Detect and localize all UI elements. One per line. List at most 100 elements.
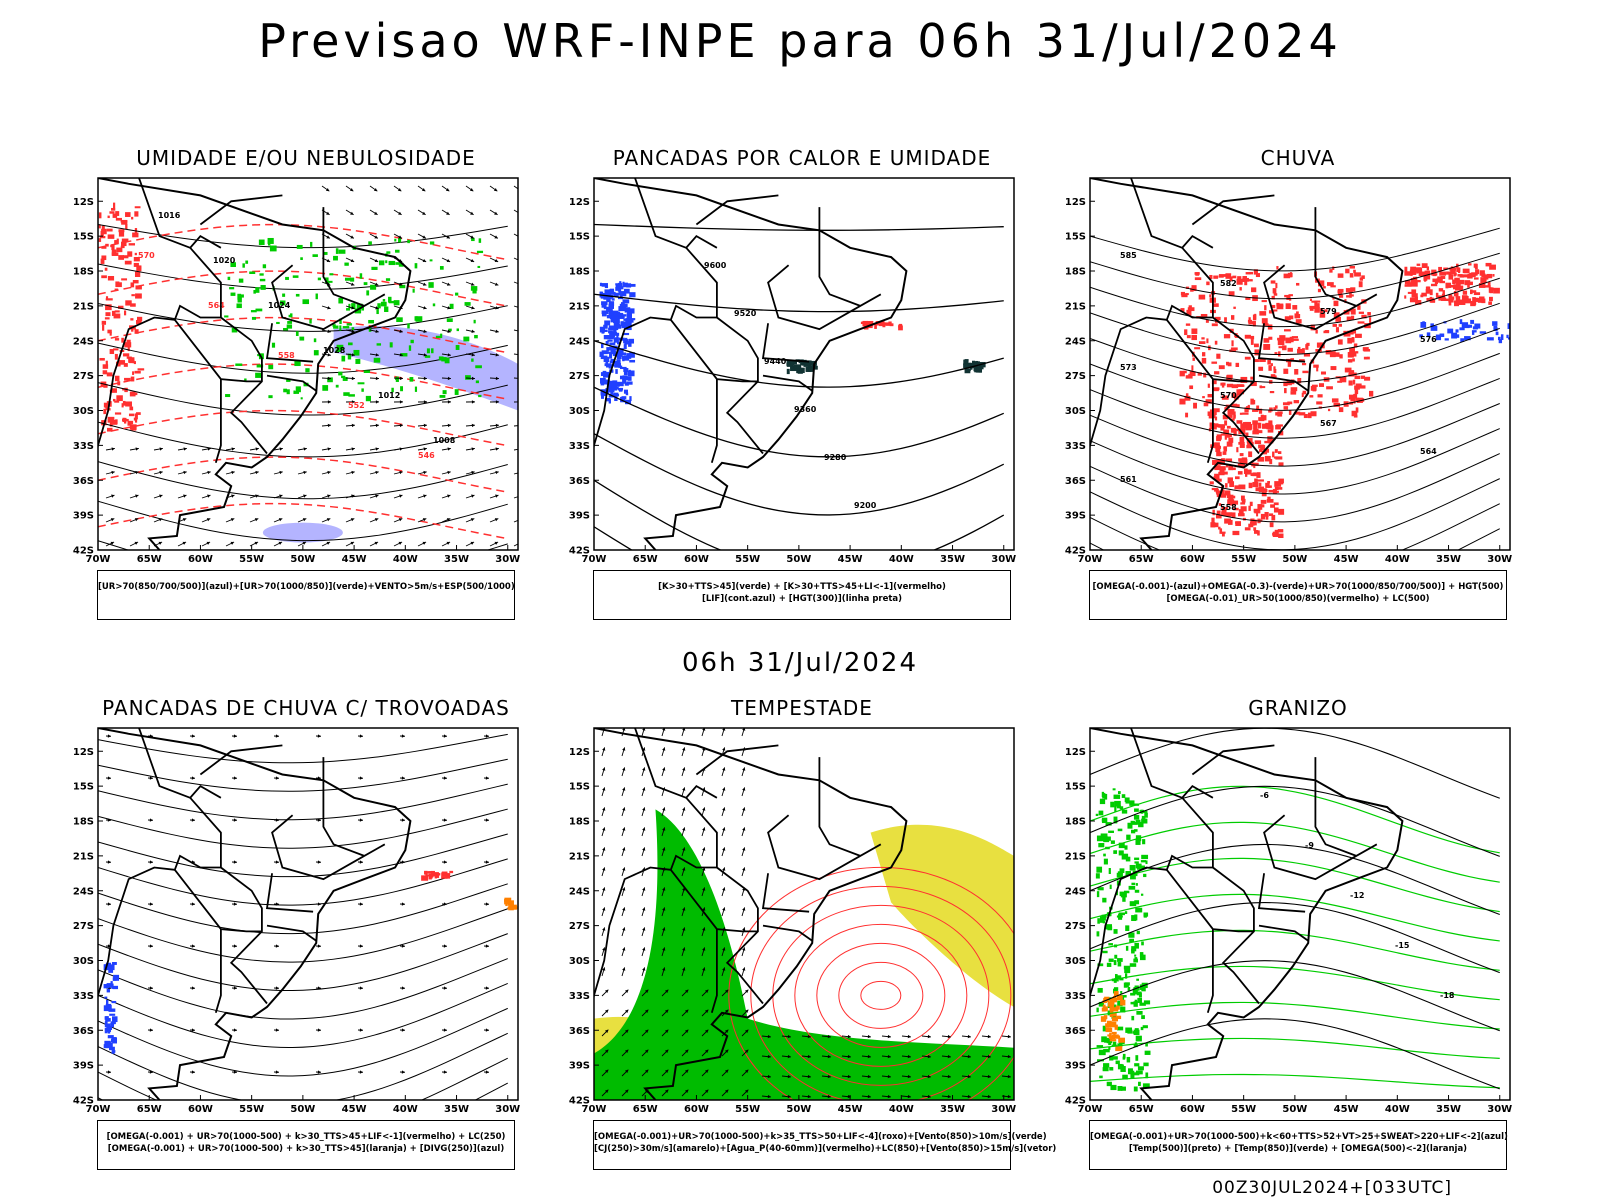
coastline [98,178,412,550]
contour-label: 9200 [854,501,877,510]
lat-tick-label: 42S [569,1096,590,1107]
state-border [265,323,314,363]
hgt500-contour [1090,428,1500,495]
temp850-contour [1090,1073,1500,1089]
lat-tick-label: 24S [1065,886,1086,897]
state-border [266,924,317,942]
rain-area [1208,404,1285,539]
contour-label: 558 [278,351,295,360]
streamline [98,933,508,992]
isobar [98,382,508,416]
legend-line: [OMEGA(-0.001)-(azul)+OMEGA(-0.3)-(verde… [1092,582,1504,592]
contour-label: 1012 [378,391,400,400]
state-border [199,744,283,776]
lat-tick-label: 33S [1065,441,1086,452]
contour-label: 570 [138,251,155,260]
lon-tick-label: 65W [633,554,658,565]
legend-line: [OMEGA(-0.001) + UR>70(1000-500) + k>30_… [107,1144,505,1154]
run-footer: 00Z30JUL2024+[033UTC] [1212,1178,1452,1198]
legend-line: [OMEGA(-0.01)_UR>50(1000/850)(vermelho) … [1166,594,1430,604]
thickness-contour [98,502,508,540]
lat-tick-label: 21S [1065,301,1086,312]
lat-tick-label: 30S [73,406,94,417]
temp500-contour [1090,960,1500,1032]
lon-tick-label: 45W [342,1104,367,1115]
panel-4-title: PANCADAS DE CHUVA C/ TROVOADAS [102,696,510,720]
contour-label: 558 [1220,503,1237,512]
contour-label: 1028 [323,346,346,355]
state-border [1314,757,1357,857]
state-border [695,194,779,226]
legend-line: [UR>70(850/700/500)](azul)+[UR>70(1000/8… [98,582,515,592]
lon-tick-label: 55W [239,1104,264,1115]
contour-label: 573 [1120,363,1137,372]
temp850-contour [1090,929,1500,971]
contour-label: 552 [348,401,365,410]
thickness-contour [98,409,508,447]
hgt500-contour [1090,403,1500,467]
lat-tick-label: 39S [569,511,590,522]
state-border [214,379,222,464]
contour-label: 564 [1420,447,1437,456]
lon-tick-label: 60W [684,554,709,565]
lat-tick-label: 24S [1065,336,1086,347]
lon-tick-label: 60W [188,1104,213,1115]
coastline [1090,728,1404,1100]
state-border [1181,234,1260,455]
hgt500-contour [1090,453,1500,523]
wind-vectors [105,734,490,1074]
state-border [710,379,718,464]
streamline [98,908,508,963]
state-border [1263,264,1378,331]
hgt300-contour [594,386,1005,458]
lat-tick-label: 15S [73,232,94,243]
state-border [265,873,314,913]
streamline [98,733,508,764]
state-border [1165,854,1254,933]
state-border [271,814,386,881]
panel-2-title: PANCADAS POR CALOR E UMIDADE [612,146,992,170]
lon-tick-label: 40W [1385,554,1410,565]
state-border [98,866,175,1001]
legend-line: [Temp(500)](preto) + [Temp(850)](verde) … [1128,1144,1468,1154]
humidity-low-speckle [224,237,484,402]
lon-tick-label: 65W [633,1104,658,1115]
contour-label: 9520 [734,309,757,318]
contour-label: 9440 [764,357,787,366]
lat-tick-label: 21S [1065,851,1086,862]
coastline [98,728,412,1100]
lat-tick-label: 27S [1065,921,1086,932]
unstable-area [860,320,903,331]
temp850-contour [1090,821,1500,883]
state-border [1130,728,1183,799]
lon-tick-label: 70W [86,1104,111,1115]
thickness-contour [98,223,508,261]
state-border [214,929,222,1014]
map-svg-2: 585 582 579 576 573 570 567 564 561 558 12S 15S 18S 2… [1065,177,1512,565]
lon-tick-label: 50W [290,554,315,565]
coastline [594,178,908,550]
lat-tick-label: 42S [73,1096,94,1107]
state-border [634,728,687,799]
lat-tick-label: 39S [569,1061,590,1072]
lat-tick-label: 18S [1065,817,1086,828]
lon-tick-label: 30W [495,554,520,565]
lat-tick-label: 24S [569,886,590,897]
thickness-contour [98,363,508,400]
state-border [594,866,671,1001]
coastline [1090,178,1404,550]
lat-tick-label: 36S [73,476,94,487]
state-border [685,784,764,1005]
contour-label: 1008 [433,436,456,445]
lon-tick-label: 30W [495,1104,520,1115]
thunder-area [504,897,518,911]
legend-line: [K>30+TTS>45](verde) + [K>30+TTS>45+LI<-… [658,582,946,592]
state-border [1206,929,1214,1014]
contour-label: 9280 [824,453,847,462]
lat-tick-label: 15S [1065,232,1086,243]
state-border [767,814,882,881]
temp850-contour [1090,893,1500,942]
state-border [1258,374,1309,392]
